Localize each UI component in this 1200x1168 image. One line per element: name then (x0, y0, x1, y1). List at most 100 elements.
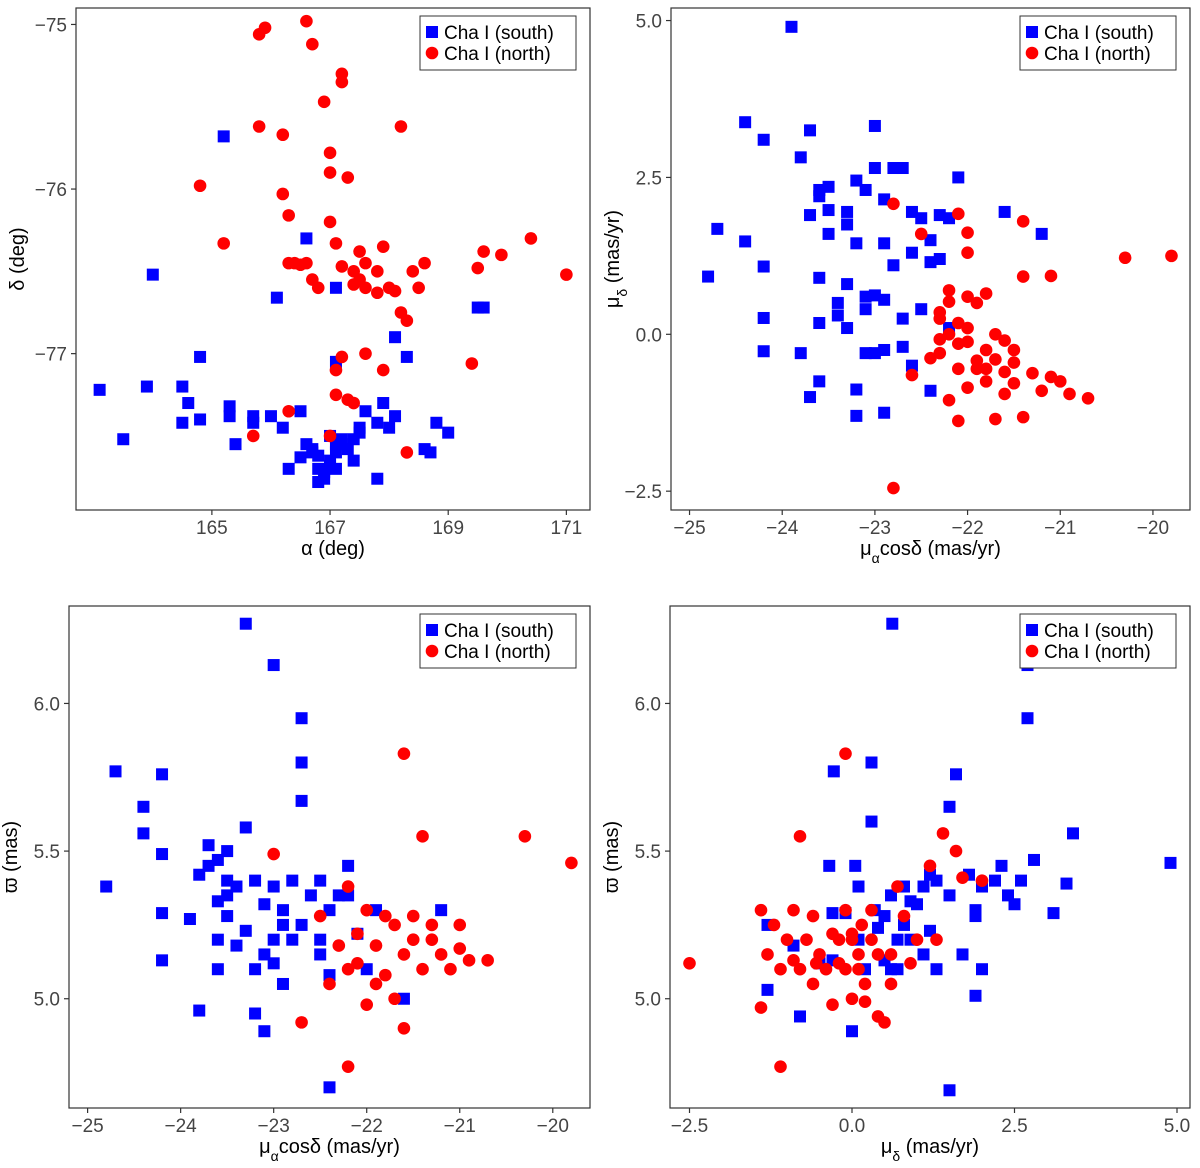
point-south (342, 860, 354, 872)
point-south (886, 618, 898, 630)
legend-label: Cha I (north) (1044, 642, 1151, 663)
legend-marker-square (1026, 624, 1038, 636)
point-north (314, 910, 327, 923)
point-south (249, 1008, 261, 1020)
point-south (277, 904, 289, 916)
point-north (878, 1016, 891, 1029)
y-tick-label: 5.5 (34, 842, 60, 863)
point-south (117, 433, 129, 445)
point-south (860, 184, 872, 196)
x-axis-label: μαcosδ (mas/yr) (259, 1136, 400, 1164)
point-north (1054, 375, 1067, 388)
point-north (826, 998, 839, 1011)
point-north (911, 933, 924, 946)
point-south (176, 417, 188, 429)
point-north (774, 1060, 787, 1073)
legend-label: Cha I (north) (444, 44, 551, 65)
point-north (217, 237, 230, 250)
point-north (1082, 392, 1095, 405)
point-south (318, 473, 330, 485)
point-north (418, 257, 431, 270)
point-north (852, 963, 865, 976)
point-north (887, 482, 900, 495)
point-south (194, 413, 206, 425)
point-south (240, 925, 252, 937)
x-tick-label: −21 (444, 1116, 476, 1137)
point-north (1165, 250, 1178, 263)
point-south (804, 124, 816, 136)
point-south (878, 237, 890, 249)
y-tick-label: 5.0 (635, 990, 661, 1011)
point-north (342, 880, 355, 893)
point-north (961, 246, 974, 259)
point-south (258, 948, 270, 960)
x-tick-label: −2.5 (671, 1116, 709, 1137)
legend-marker-circle (426, 645, 439, 658)
point-south (931, 963, 943, 975)
point-north (952, 415, 965, 428)
point-north (398, 1022, 411, 1035)
point-south (887, 259, 899, 271)
point-south (383, 422, 395, 434)
scatter-panel-4: −2.5 0.0 2.5 5.06.05.55.0μδ (mas/yr)ϖ (mas)… (601, 606, 1190, 1164)
point-south (957, 948, 969, 960)
point-south (336, 433, 348, 445)
point-north (859, 978, 872, 991)
point-north (333, 939, 346, 952)
x-tick-label: −23 (859, 518, 891, 539)
point-north (481, 954, 494, 967)
point-south (989, 875, 1001, 887)
point-south (850, 384, 862, 396)
point-north (525, 232, 538, 245)
point-south (1061, 878, 1073, 890)
point-south (314, 948, 326, 960)
y-axis-label: δ (deg) (7, 227, 29, 290)
point-south (277, 919, 289, 931)
y-tick-label: 6.0 (34, 694, 60, 715)
point-north (891, 880, 904, 893)
legend-marker-circle (1026, 47, 1039, 60)
point-south (931, 875, 943, 887)
point-north (839, 904, 852, 917)
point-north (683, 957, 696, 970)
legend-label: Cha I (south) (444, 23, 554, 44)
point-south (841, 278, 853, 290)
point-north (1026, 367, 1039, 380)
point-north (1063, 388, 1076, 401)
point-north (353, 245, 366, 258)
point-south (879, 910, 891, 922)
x-axis-label: μδ (mas/yr) (881, 1136, 979, 1164)
point-south (813, 272, 825, 284)
point-south (314, 875, 326, 887)
point-north (282, 257, 295, 270)
point-north (370, 939, 383, 952)
point-south (785, 21, 797, 33)
point-south (240, 618, 252, 630)
point-south (804, 391, 816, 403)
point-south (296, 757, 308, 769)
point-south (918, 881, 930, 893)
point-north (426, 933, 439, 946)
point-south (156, 848, 168, 860)
point-north (846, 933, 859, 946)
point-north (1017, 215, 1030, 228)
scatter-panel-1: 165 167 169 171 −75 −76 −77 α (deg) δ (deg) Cha I… (7, 8, 590, 560)
x-tick-label: 5.0 (1164, 1116, 1190, 1137)
point-south (758, 312, 770, 324)
point-north (980, 287, 993, 300)
point-north (768, 919, 781, 932)
point-north (1008, 344, 1021, 357)
point-south (795, 347, 807, 359)
point-north (794, 963, 807, 976)
x-axis-label: μαcosδ (mas/yr) (860, 538, 1001, 566)
point-south (841, 206, 853, 218)
point-north (300, 15, 313, 28)
legend-marker-square (426, 624, 438, 636)
figure: 165 167 169 171 −75 −76 −77 α (deg) δ (deg) Cha I… (0, 0, 1200, 1168)
point-north (453, 942, 466, 955)
point-south (970, 990, 982, 1002)
point-south (846, 1025, 858, 1037)
point-south (147, 269, 159, 281)
point-north (360, 998, 373, 1011)
point-north (253, 120, 266, 133)
